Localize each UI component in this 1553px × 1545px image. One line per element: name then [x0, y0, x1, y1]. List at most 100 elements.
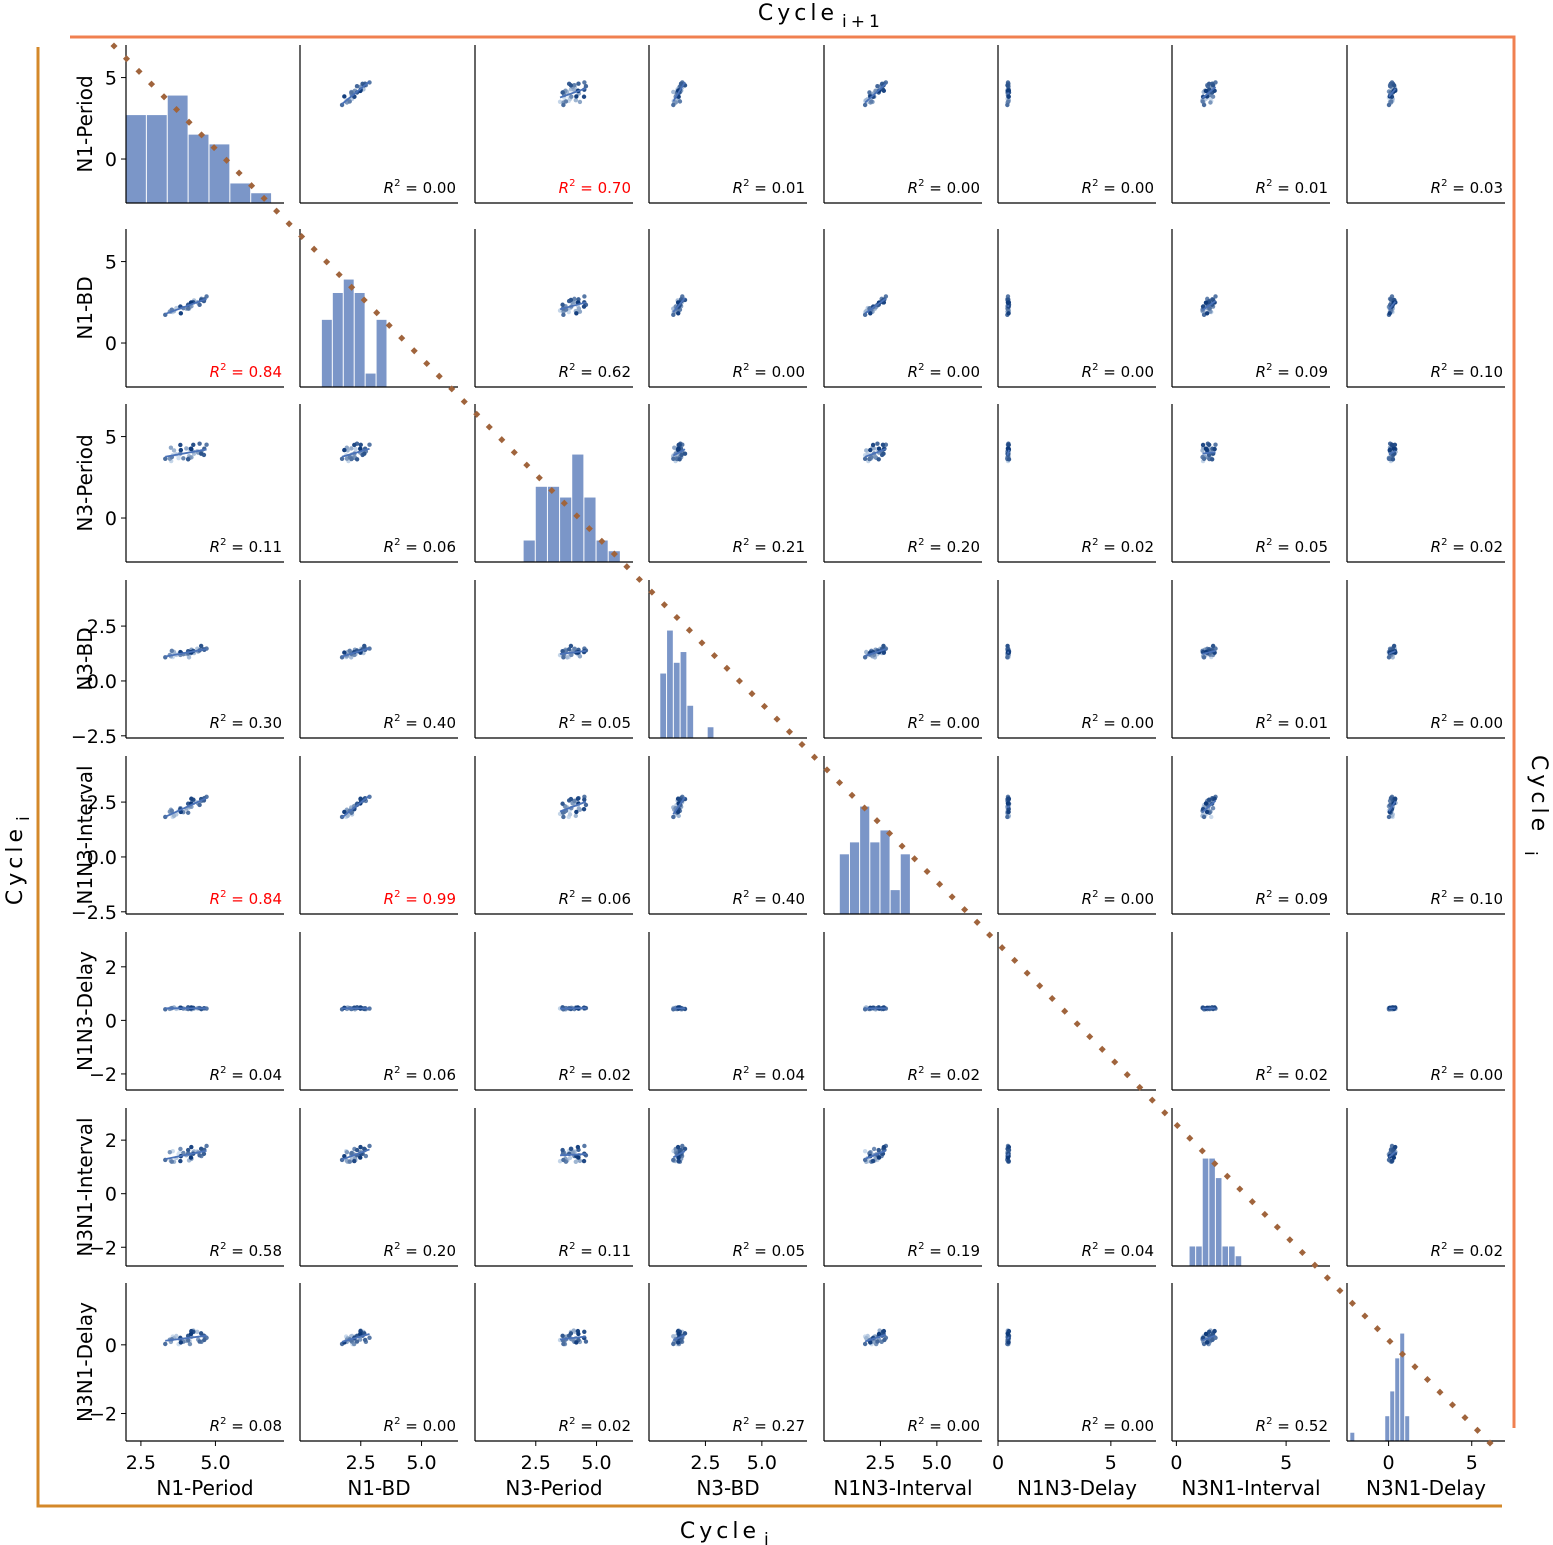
r2-label-0-3: R2 = 0.01	[733, 178, 805, 197]
point-0-4-20	[869, 99, 874, 104]
point-4-2-9	[573, 813, 579, 819]
point-2-3-30	[676, 442, 681, 448]
hist-bar-1-1	[332, 292, 343, 387]
panel-1-4: R2 = 0.00	[823, 229, 982, 388]
diagonal-dot-1	[122, 55, 131, 63]
regression-line-2-0	[165, 448, 207, 458]
hist-bar-3-1	[667, 630, 673, 738]
r2-label-3-7: R2 = 0.00	[1431, 713, 1503, 732]
point-3-7-23	[1386, 655, 1392, 660]
panel-3-1: R2 = 0.40	[299, 580, 458, 739]
point-3-4-28	[881, 643, 886, 649]
x-axis-label-0: N1-Period	[156, 1476, 253, 1500]
point-0-2-28	[568, 83, 574, 88]
title-left-sub: i	[14, 816, 34, 821]
r2-label-6-1: R2 = 0.20	[384, 1241, 456, 1260]
point-6-2-27	[560, 1147, 565, 1153]
x-axis-label-5: N1N3-Delay	[1017, 1476, 1137, 1500]
point-4-0-9	[171, 813, 177, 819]
point-4-6-29	[1206, 797, 1212, 802]
regression-line-1-7	[1388, 301, 1397, 311]
diagonal-dot-25	[423, 359, 431, 368]
point-3-6-28	[1210, 643, 1216, 649]
point-6-1-27	[354, 1147, 360, 1153]
panel-2-0: R2 = 0.11 0 5 N3-Period	[73, 404, 284, 563]
y-tick-label-7-1: 0	[105, 1335, 117, 1357]
point-6-7-31	[1393, 1144, 1398, 1150]
point-4-6-31	[1212, 796, 1217, 801]
diagonal-dot-106	[1436, 1388, 1444, 1396]
diagonal-dot-16	[310, 245, 318, 253]
point-0-2-12	[577, 99, 583, 105]
diagonal-dot-100	[1361, 1312, 1369, 1320]
diagonal-dot-74	[1036, 982, 1044, 990]
point-7-3-23	[671, 1341, 676, 1347]
x-tick-label-5-0: 0	[992, 1452, 1004, 1474]
y-tick-label-2-1: 5	[105, 427, 117, 449]
point-6-0-28	[198, 1146, 204, 1152]
panel-5-5	[997, 932, 1156, 1091]
title-left: Cycle	[3, 825, 28, 905]
point-0-6-26	[1206, 81, 1212, 87]
diagonal-dot-46	[685, 626, 693, 634]
point-2-3-28	[682, 451, 688, 456]
point-4-2-32	[574, 809, 579, 815]
x-axis-label-4: N1N3-Interval	[833, 1476, 972, 1500]
diagonal-dot-84	[1161, 1109, 1169, 1117]
panel-6-1: R2 = 0.20	[299, 1108, 458, 1267]
diagonal-dot-22	[385, 321, 393, 329]
point-0-5-28	[1005, 83, 1010, 88]
point-2-7-23	[1386, 456, 1392, 461]
diagonal-dot-21	[373, 309, 381, 317]
point-6-1-28	[362, 1146, 367, 1152]
point-6-2-3	[557, 1158, 563, 1164]
r2-label-1-4: R2 = 0.00	[908, 362, 980, 381]
r2-label-7-5: R2 = 0.00	[1082, 1416, 1154, 1435]
panel-4-1: R2 = 0.99	[299, 756, 458, 915]
panel-3-7: R2 = 0.00	[1346, 580, 1505, 739]
hist-bar-3-0	[660, 673, 667, 738]
point-2-4-33	[876, 446, 882, 451]
r2-label-5-0: R2 = 0.04	[210, 1065, 282, 1084]
x-tick-label-4-0: 2.5	[865, 1452, 895, 1474]
point-2-0-33	[188, 446, 194, 451]
diagonal-dot-107	[1448, 1401, 1457, 1409]
point-2-4-28	[881, 451, 886, 456]
diagonal-dot-35	[548, 486, 556, 495]
r2-label-6-5: R2 = 0.04	[1082, 1241, 1154, 1260]
point-6-1-30	[352, 1158, 357, 1164]
panel-4-7: R2 = 0.10	[1346, 756, 1505, 915]
diagonal-dot-62	[886, 829, 894, 837]
panel-5-6: R2 = 0.02	[1171, 932, 1330, 1091]
point-2-7-30	[1389, 442, 1395, 448]
diagonal-dot-59	[848, 791, 856, 799]
panel-4-2: R2 = 0.06	[474, 756, 633, 915]
point-7-4-23	[862, 1341, 868, 1347]
point-1-6-29	[1206, 300, 1212, 305]
diagonal-dot-14	[285, 220, 293, 228]
x-tick-label-0-1: 5.0	[200, 1452, 230, 1474]
diagonal-dot-19	[348, 283, 356, 291]
r2-label-2-1: R2 = 0.06	[384, 537, 456, 556]
point-3-2-17	[569, 652, 574, 658]
point-6-1-15	[344, 1149, 350, 1155]
diagonal-dot-50	[735, 677, 743, 685]
diagonal-dot-33	[523, 461, 531, 469]
hist-bar-0-1	[146, 115, 167, 203]
point-2-1-28	[362, 451, 367, 456]
point-0-3-20	[677, 99, 683, 104]
point-6-4-30	[870, 1158, 876, 1164]
panel-5-2: R2 = 0.02	[474, 932, 633, 1091]
point-0-7-28	[1391, 83, 1397, 88]
panel-3-5: R2 = 0.00	[997, 580, 1156, 739]
point-2-1-4	[353, 446, 358, 452]
y-tick-label-4-0: −2.5	[71, 902, 117, 924]
point-4-6-32	[1204, 809, 1210, 815]
x-tick-label-6-0: 0	[1170, 1452, 1182, 1474]
y-tick-label-0-1: 5	[105, 68, 117, 90]
point-2-1-23	[339, 456, 345, 461]
panel-1-7: R2 = 0.10	[1346, 229, 1505, 388]
diagonal-dot-12	[260, 194, 268, 202]
